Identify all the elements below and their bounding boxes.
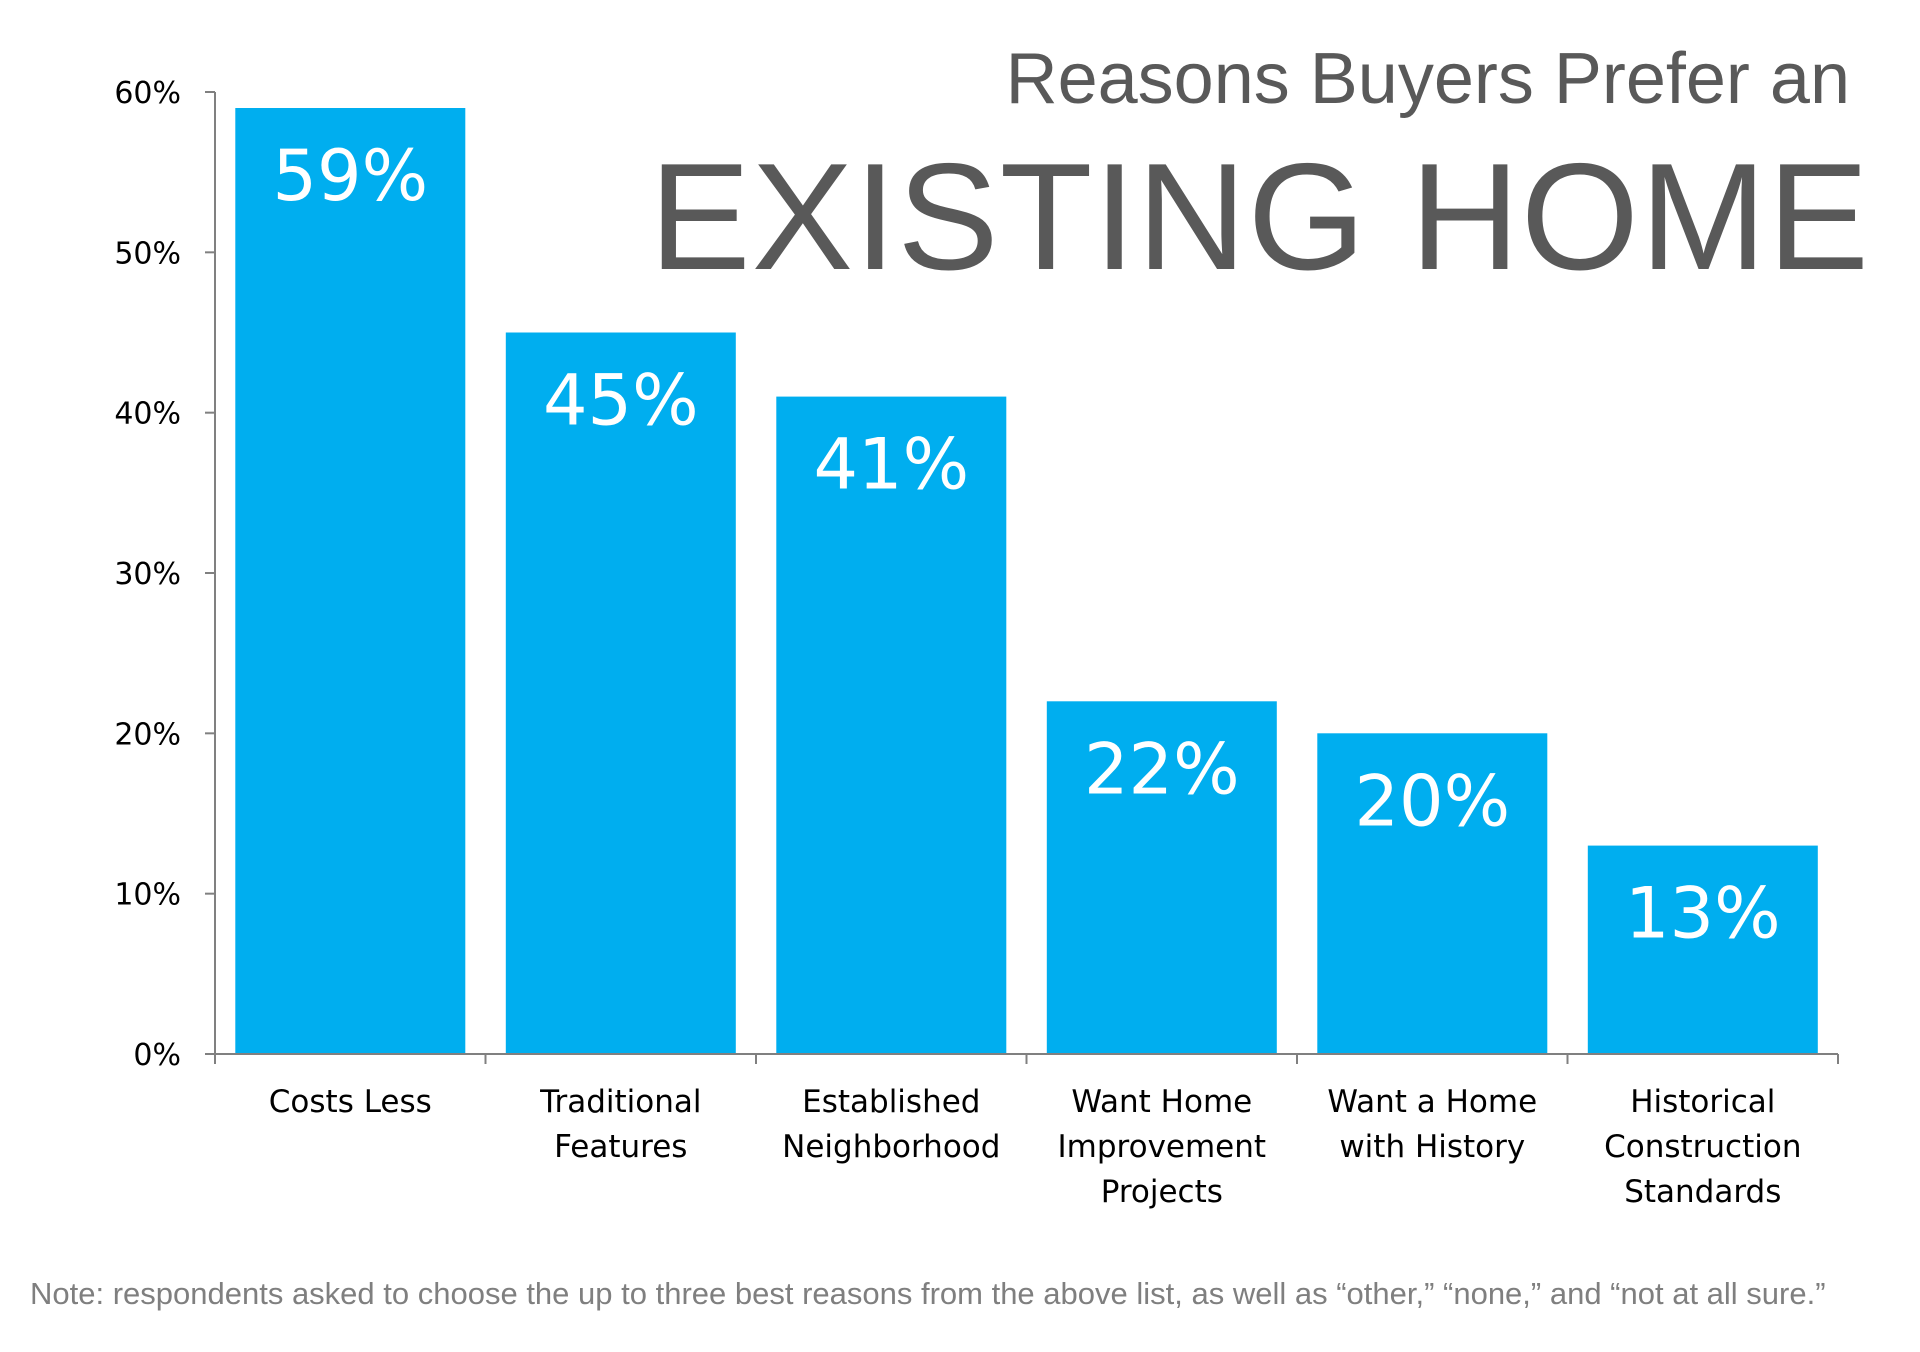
x-category-label: Established Neighborhood [782, 1084, 1000, 1165]
bar [1046, 701, 1277, 1054]
y-tick-label: 0% [133, 1038, 181, 1073]
x-category-label: Want Home Improvement Projects [1058, 1084, 1267, 1210]
chart-title-line2: EXISTING HOME [649, 132, 1870, 302]
y-tick-label: 50% [114, 236, 181, 271]
y-tick-label: 60% [114, 76, 181, 111]
x-category-label: Costs Less [269, 1084, 432, 1120]
y-tick-label: 20% [114, 717, 181, 752]
x-category-label: Traditional Features [539, 1084, 701, 1165]
footnote: Note: respondents asked to choose the up… [30, 1276, 1826, 1311]
bar [1587, 845, 1818, 1054]
bar-data-label: 20% [1355, 760, 1511, 842]
bar [776, 396, 1007, 1055]
bar-data-label: 13% [1625, 873, 1781, 955]
chart-title-line1: Reasons Buyers Prefer an [1005, 39, 1850, 119]
bar-data-label: 22% [1084, 728, 1240, 810]
labels-group: 59% 45% 41% 22% 20% 13% [273, 135, 1781, 955]
y-tick-label: 30% [114, 557, 181, 592]
x-category-label: Historical Construction Standards [1604, 1084, 1801, 1210]
y-tick-label: 10% [114, 878, 181, 913]
bar [505, 332, 736, 1054]
y-tick-label: 40% [114, 397, 181, 432]
bar [1317, 733, 1548, 1054]
bar [235, 108, 466, 1054]
bar-data-label: 59% [273, 135, 429, 217]
bar-data-label: 41% [814, 424, 970, 506]
bars-group [235, 108, 1818, 1055]
bar-data-label: 45% [543, 360, 699, 442]
axes-group: 0% 10% 20% 30% 40% 50% 60% Costs Less Traditiona… [114, 76, 1839, 1210]
x-category-label: Want a Home with History [1327, 1084, 1537, 1165]
